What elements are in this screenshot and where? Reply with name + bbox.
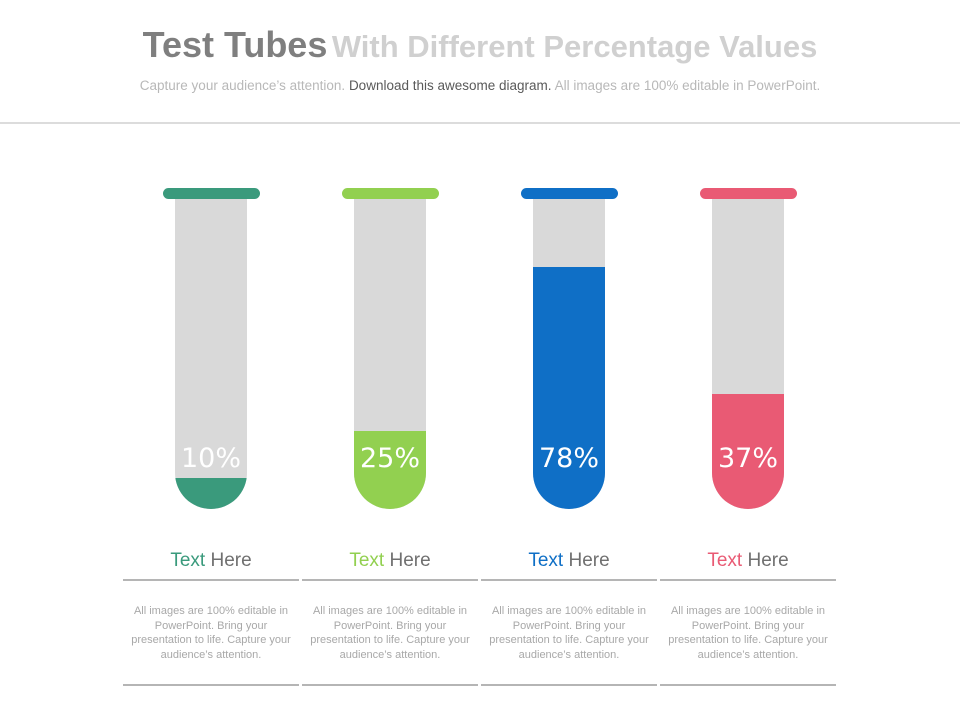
tube-title-word: Text bbox=[528, 550, 564, 571]
tube-column-3: 78% Text Here All images are 100% editab… bbox=[481, 0, 657, 720]
tube-description: All images are 100% editable in PowerPoi… bbox=[489, 605, 649, 661]
tube-title-rest: Here bbox=[384, 550, 431, 571]
header-divider bbox=[0, 122, 960, 124]
tube-title-word: Text bbox=[349, 550, 385, 571]
tube-fill bbox=[175, 478, 247, 509]
title-underline bbox=[660, 579, 836, 581]
tube-title-word: Text bbox=[170, 550, 206, 571]
tube-title-rest: Here bbox=[205, 550, 252, 571]
tube-title: Text Here bbox=[302, 550, 478, 572]
tube-title: Text Here bbox=[123, 550, 299, 572]
tube-title: Text Here bbox=[481, 550, 657, 572]
subtitle-post: All images are 100% editable in PowerPoi… bbox=[554, 78, 821, 93]
percentage-label: 10% bbox=[180, 443, 241, 474]
tube-fill bbox=[354, 431, 426, 509]
subtitle: Capture your audience’s attention. Downl… bbox=[0, 78, 960, 93]
tube-title-rest: Here bbox=[563, 550, 610, 571]
percentage-label: 78% bbox=[538, 443, 599, 474]
title-underline bbox=[123, 579, 299, 581]
tube-column-4: 37% Text Here All images are 100% editab… bbox=[660, 0, 836, 720]
tube-cap bbox=[521, 188, 618, 199]
tube-title-word: Text bbox=[707, 550, 743, 571]
tube-title-rest: Here bbox=[742, 550, 789, 571]
tube-cap bbox=[700, 188, 797, 199]
subtitle-pre: Capture your audience’s attention. bbox=[139, 78, 346, 93]
tube-description: All images are 100% editable in PowerPoi… bbox=[668, 605, 828, 661]
description-underline bbox=[481, 684, 657, 686]
subtitle-highlight: Download this awesome diagram. bbox=[348, 78, 552, 93]
test-tube bbox=[712, 199, 784, 509]
tube-description: All images are 100% editable in PowerPoi… bbox=[310, 605, 470, 661]
tube-cap bbox=[342, 188, 439, 199]
test-tube bbox=[175, 199, 247, 509]
tube-column-1: 10% Text Here All images are 100% editab… bbox=[123, 0, 299, 720]
test-tube bbox=[533, 199, 605, 509]
tube-title: Text Here bbox=[660, 550, 836, 572]
title-underline bbox=[481, 579, 657, 581]
description-underline bbox=[123, 684, 299, 686]
percentage-label: 37% bbox=[717, 443, 778, 474]
title-rest: With Different Percentage Values bbox=[331, 29, 818, 64]
page-title: Test Tubes With Different Percentage Val… bbox=[0, 24, 960, 66]
tube-fill bbox=[712, 394, 784, 509]
tube-description: All images are 100% editable in PowerPoi… bbox=[131, 605, 291, 661]
test-tube bbox=[354, 199, 426, 509]
description-underline bbox=[660, 684, 836, 686]
description-underline bbox=[302, 684, 478, 686]
tube-fill bbox=[533, 267, 605, 509]
percentage-label: 25% bbox=[359, 443, 420, 474]
title-underline bbox=[302, 579, 478, 581]
tube-cap bbox=[163, 188, 260, 199]
tube-column-2: 25% Text Here All images are 100% editab… bbox=[302, 0, 478, 720]
title-main: Test Tubes bbox=[142, 24, 328, 65]
